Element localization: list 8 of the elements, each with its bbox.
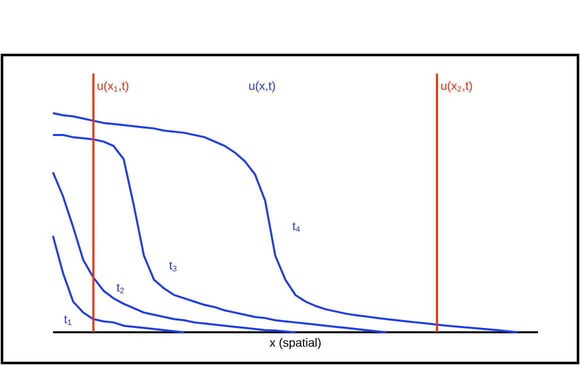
text: u(x$_{2}$,t) [441, 81, 472, 92]
x-axis-title: x (spatial) [270, 338, 321, 350]
series-label: t$_{3}$ [169, 262, 176, 272]
text: u(x,t) [249, 81, 275, 92]
series-label: t$_{2}$ [116, 284, 124, 294]
series-label: t$_{1}$ [64, 315, 72, 326]
text: u(x$_{1}$,t) [98, 81, 128, 92]
series-label: t$_{4}$ [292, 222, 300, 232]
